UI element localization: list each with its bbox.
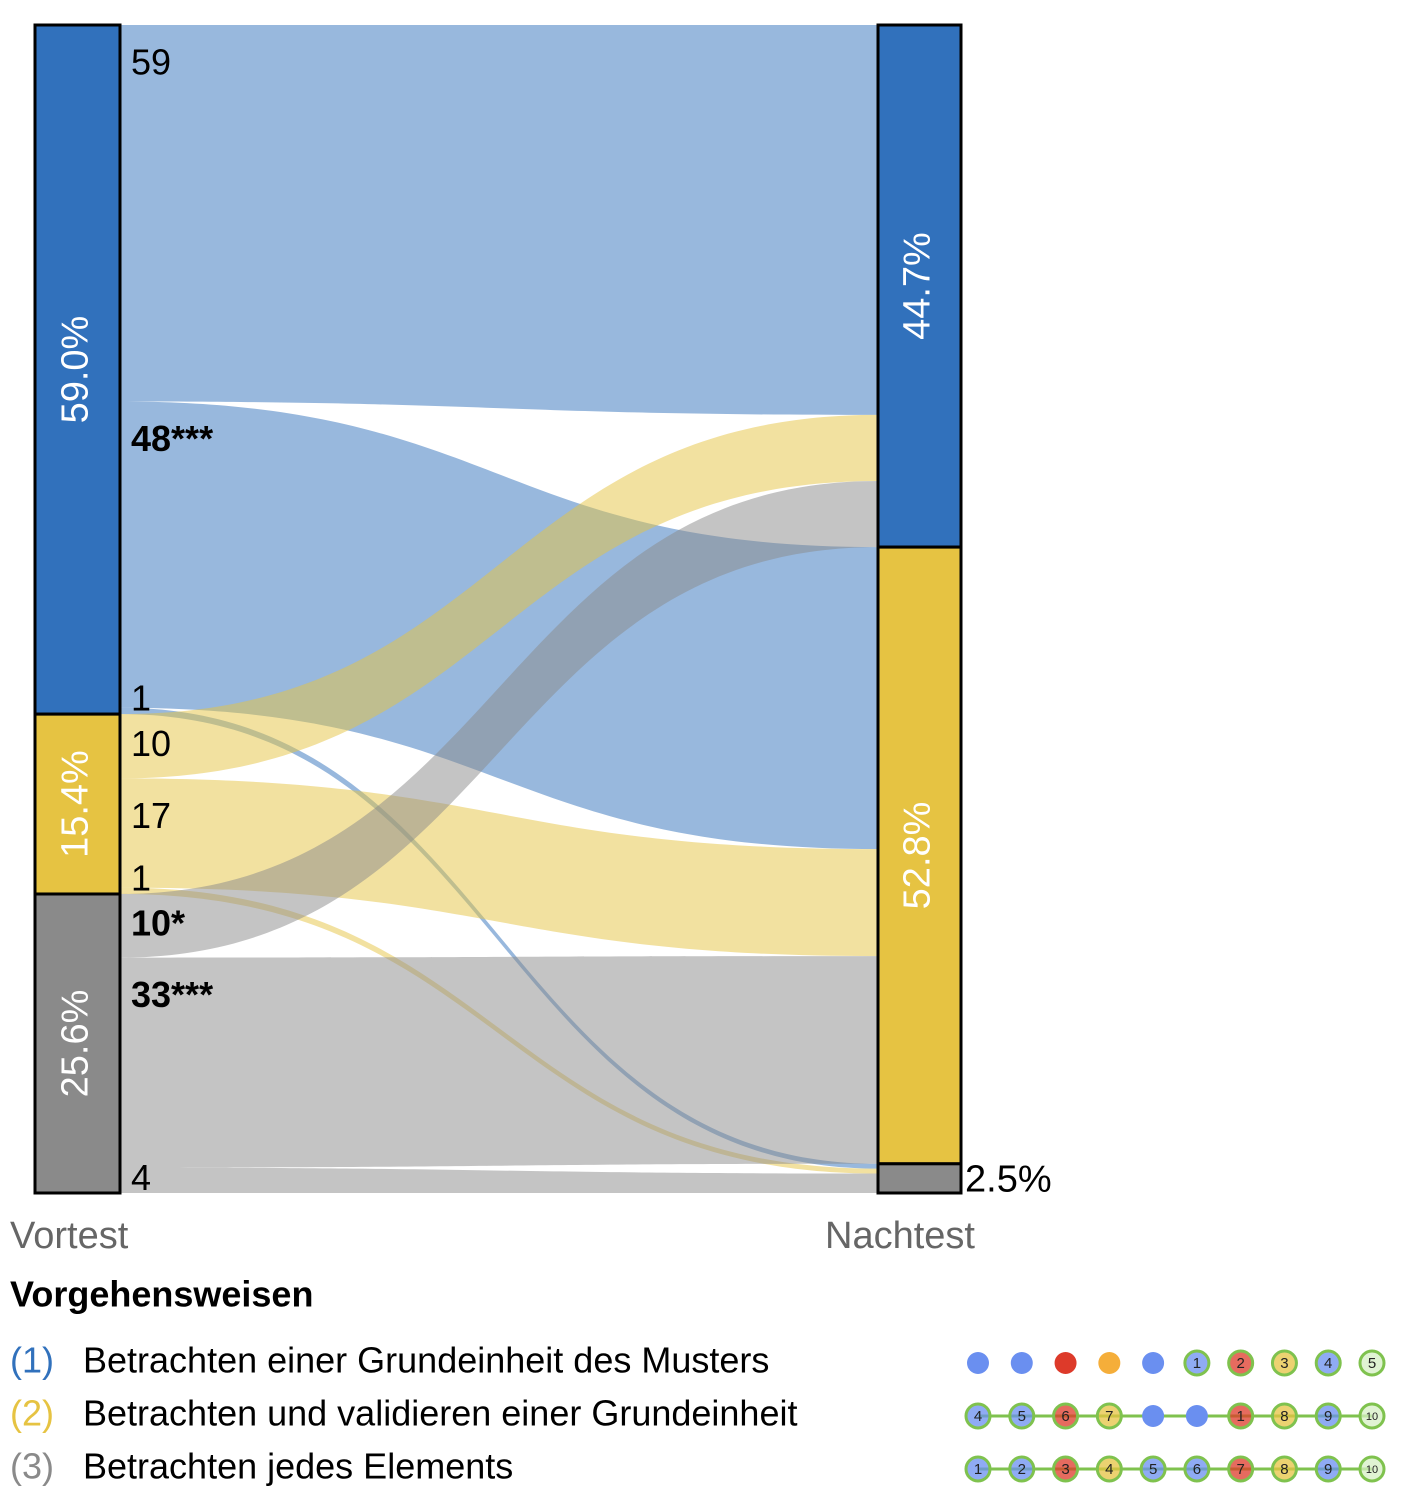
- node: [33, 892, 122, 1195]
- legend-text: Betrachten jedes Elements: [83, 1446, 513, 1487]
- legend-icon: [967, 1352, 989, 1374]
- node-label: 25.6%: [55, 990, 97, 1098]
- legend-number: (1): [10, 1340, 54, 1381]
- legend-icon-label: 7: [1105, 1408, 1113, 1425]
- flow-label: 4: [131, 1157, 151, 1198]
- node: [33, 23, 122, 716]
- legend-icon-label: 7: [1236, 1461, 1244, 1478]
- node: [876, 23, 963, 549]
- stage-label: Vortest: [10, 1215, 129, 1257]
- legend-icon: [1270, 1349, 1298, 1377]
- node-label: 59.0%: [55, 316, 97, 424]
- legend-icon: [1142, 1352, 1165, 1374]
- flow-label: 48***: [131, 418, 213, 459]
- legend-number: (3): [10, 1446, 54, 1487]
- flow-label: 33***: [131, 974, 213, 1015]
- legend-icon: [1270, 1455, 1298, 1483]
- flow: [120, 956, 878, 1168]
- legend-icon: [1358, 1455, 1386, 1483]
- node: [876, 545, 963, 1166]
- legend-icon: [1095, 1455, 1123, 1483]
- legend-icon-label: 2: [1018, 1461, 1026, 1478]
- legend-icon-label: 4: [1324, 1355, 1332, 1372]
- legend-icon-label: 5: [1368, 1355, 1376, 1372]
- legend-text: Betrachten und validieren einer Grundein…: [83, 1393, 797, 1434]
- legend-icon: [1008, 1402, 1036, 1430]
- legend-icon-label: 4: [974, 1408, 982, 1425]
- legend-icon-label: 1: [974, 1461, 982, 1478]
- legend-icon-label: 5: [1149, 1461, 1157, 1478]
- legend-icon: [1358, 1349, 1386, 1377]
- legend-title: Vorgehensweisen: [10, 1274, 313, 1315]
- node-label: 2.5%: [965, 1158, 1052, 1200]
- legend-icon: [1314, 1402, 1342, 1430]
- legend-icon-label: 6: [1193, 1461, 1201, 1478]
- legend-icon-label: 10: [1366, 1464, 1378, 1476]
- legend-icon-label: 8: [1280, 1461, 1288, 1478]
- legend-icons: 1 2 3 4 5: [967, 1349, 1386, 1377]
- legend-icon: [1054, 1352, 1077, 1374]
- legend-icon: [1183, 1349, 1211, 1377]
- legend-icon-label: 10: [1366, 1411, 1378, 1423]
- legend-icon: [1270, 1402, 1298, 1430]
- legend-icon-label: 1: [1236, 1408, 1244, 1425]
- flow: [120, 414, 878, 779]
- flow: [120, 707, 878, 1169]
- flow-label: 1: [131, 857, 151, 898]
- legend-icon: [1052, 1455, 1080, 1483]
- legend-icon: [1227, 1455, 1255, 1483]
- legend-icon: [1052, 1402, 1080, 1430]
- flow: [120, 778, 878, 957]
- legend-icons: 4 5 6 7 1 8 9 10: [964, 1402, 1386, 1430]
- flow: [120, 25, 878, 415]
- node-label: 15.4%: [55, 750, 97, 858]
- legend-icon-label: 8: [1280, 1408, 1288, 1425]
- stage-label: Nachtest: [825, 1215, 975, 1257]
- legend-icons: 1 2 3 4 5 6 7 8 9 10: [964, 1455, 1386, 1483]
- legend-icon: [964, 1455, 992, 1483]
- legend-icon: [1227, 1349, 1255, 1377]
- legend-icon: [964, 1402, 992, 1430]
- flow-label: 10: [131, 723, 171, 764]
- flow-label: 10*: [131, 902, 185, 943]
- flow-label: 1: [131, 677, 151, 718]
- legend-icon-label: 3: [1061, 1461, 1069, 1478]
- legend-icon-label: 1: [1193, 1355, 1201, 1372]
- legend-icon: [1008, 1455, 1036, 1483]
- legend-icon: [1314, 1455, 1342, 1483]
- flow-label: 17: [131, 795, 171, 836]
- legend-icon-label: 6: [1061, 1408, 1069, 1425]
- node: [876, 1162, 963, 1195]
- legend-icon-label: 5: [1018, 1408, 1026, 1425]
- legend-icon: [1098, 1352, 1121, 1374]
- legend-icon: [1183, 1455, 1211, 1483]
- legend-icon: [1314, 1349, 1342, 1377]
- legend-icon: [1227, 1402, 1255, 1430]
- legend-number: (2): [10, 1393, 54, 1434]
- legend-icon-label: 3: [1280, 1355, 1288, 1372]
- flow: [120, 1167, 878, 1193]
- legend-icon: [1010, 1352, 1033, 1374]
- flow: [120, 481, 878, 958]
- legend-text: Betrachten einer Grundeinheit des Muster…: [83, 1340, 769, 1381]
- legend-icon-label: 4: [1105, 1461, 1113, 1478]
- flow-label: 59: [131, 42, 171, 83]
- legend-icon-label: 9: [1324, 1461, 1332, 1478]
- legend-icon-label: 2: [1236, 1355, 1244, 1372]
- legend-icon-label: 9: [1324, 1408, 1332, 1425]
- node-label: 44.7%: [897, 232, 939, 340]
- legend-icon: [1185, 1405, 1208, 1427]
- legend-icon: [1358, 1402, 1386, 1430]
- node-label: 52.8%: [897, 802, 939, 910]
- legend-icon: [1142, 1405, 1165, 1427]
- legend-icon: [1139, 1455, 1167, 1483]
- legend-icon: [1095, 1402, 1123, 1430]
